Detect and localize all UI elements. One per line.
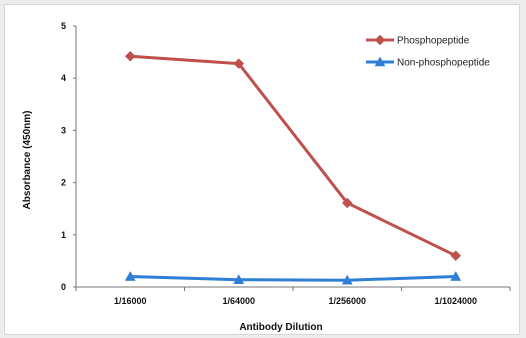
legend-marker xyxy=(374,34,386,46)
x-tick-label: 1/1024000 xyxy=(434,296,477,306)
x-tick-label: 1/16000 xyxy=(114,296,147,306)
x-tick-label: 1/256000 xyxy=(328,296,366,306)
series-line xyxy=(130,54,457,258)
series-1 xyxy=(124,50,462,262)
data-point xyxy=(124,271,136,281)
y-axis-ticks: 0 1 2 3 4 5 xyxy=(61,21,76,292)
series-line xyxy=(130,275,456,282)
legend-item: Phosphopeptide xyxy=(366,34,470,47)
y-tick-label: 2 xyxy=(61,178,66,188)
legend-item: Non-phosphopeptide xyxy=(366,56,490,69)
data-point xyxy=(233,58,245,69)
y-tick-label: 0 xyxy=(61,282,66,292)
y-tick-label: 1 xyxy=(61,230,66,240)
data-point xyxy=(233,274,245,284)
y-axis-label: Absorbance (450nm) xyxy=(22,111,33,210)
y-tick-label: 3 xyxy=(61,125,66,135)
x-tick-label: 1/64000 xyxy=(222,296,255,306)
x-axis-label: Antibody Dilution xyxy=(239,322,322,333)
data-point xyxy=(124,50,136,62)
x-axis-ticks: 1/16000 1/64000 1/256000 1/1024000 xyxy=(75,287,511,306)
legend-marker xyxy=(374,56,386,67)
series-2 xyxy=(124,271,462,285)
data-point xyxy=(450,250,462,262)
legend-label: Non-phosphopeptide xyxy=(397,58,490,69)
data-point xyxy=(450,271,462,281)
legend: Phosphopeptide Non-phosphopeptide xyxy=(366,34,490,69)
series-layer xyxy=(124,50,462,285)
data-point xyxy=(341,274,353,285)
data-point xyxy=(341,197,353,209)
legend-label: Phosphopeptide xyxy=(397,36,470,47)
y-tick-label: 4 xyxy=(61,73,66,83)
y-tick-label: 5 xyxy=(61,21,66,31)
